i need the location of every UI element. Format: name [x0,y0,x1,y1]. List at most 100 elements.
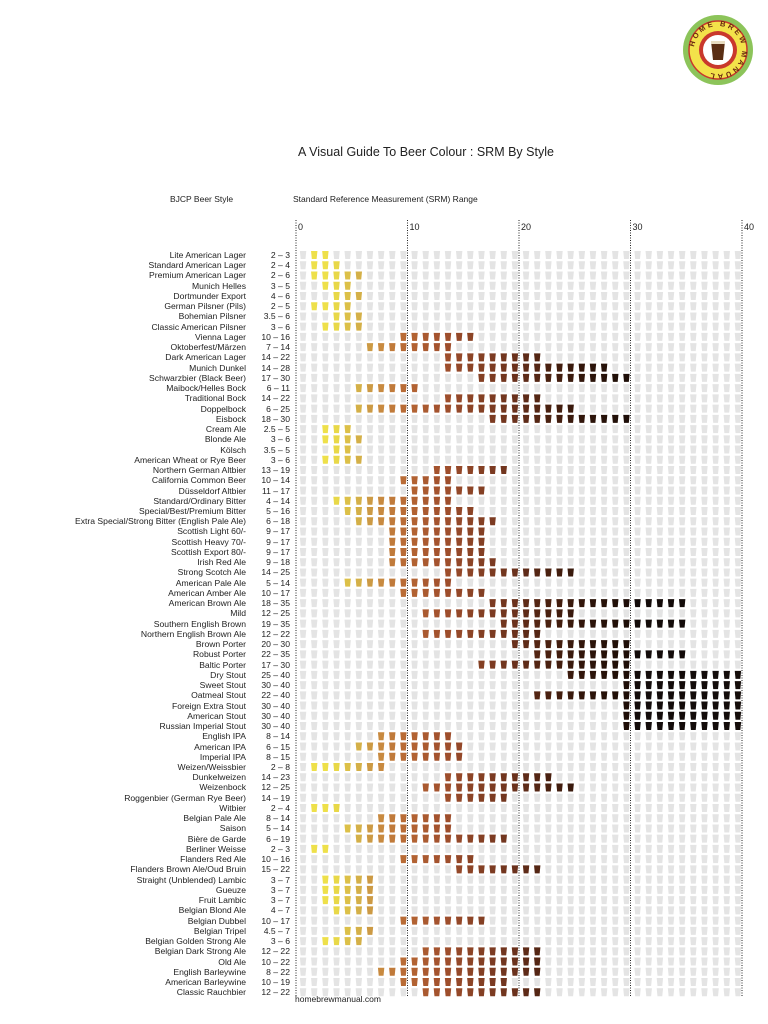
glass-empty [500,814,507,823]
glass-empty [678,363,686,372]
glass-srm-21 [522,373,530,382]
glass-empty [600,885,608,894]
glass-empty [701,844,708,853]
glass-empty [612,752,619,761]
glass-srm-3 [322,281,329,290]
glass-empty [734,568,742,577]
glass-srm-19 [500,609,507,618]
glass-srm-22 [534,650,541,659]
glass-empty [366,640,374,649]
glass-empty [299,814,307,823]
glass-srm-19 [500,629,507,638]
glass-empty [578,588,586,597]
glass-empty [690,476,697,485]
glass-empty [311,486,318,495]
glass-empty [344,599,351,608]
glass-empty [511,670,519,679]
glass-srm-14 [444,978,452,987]
glass-empty [444,414,452,423]
glass-empty [734,291,742,300]
glass-empty [723,957,730,966]
glass-empty [422,701,429,710]
glass-srm-12 [422,783,429,792]
glass-empty [712,855,719,864]
glass-empty [489,302,496,311]
glass-empty [545,251,552,259]
srm-range: 10 – 22 [261,956,290,967]
glass-empty [377,722,385,731]
glass-srm-12 [422,834,429,843]
glass-srm-10 [400,332,407,341]
glass-empty [545,384,552,393]
glass-empty [734,496,742,505]
glass-empty [467,824,474,833]
glass-empty [333,517,340,526]
glass-empty [690,824,697,833]
glass-empty [333,486,340,495]
glass-empty [322,926,329,935]
glass-empty [667,947,675,956]
glass-empty [667,261,675,270]
glass-srm-3 [322,763,329,771]
style-name: Vienna Lager [195,331,246,342]
glass-empty [656,906,664,915]
glass-empty [433,722,441,731]
style-name: Straight (Unblended) Lambic [136,874,246,885]
glass-empty [400,302,407,311]
glass-srm-22 [534,568,541,577]
glass-srm-15 [455,547,463,556]
glass-srm-33 [656,711,664,720]
glass-empty [322,363,329,372]
glass-empty [645,568,652,577]
glass-srm-9 [389,527,396,536]
glass-empty [600,906,608,915]
glass-empty [623,588,630,597]
glass-empty [701,353,708,362]
glass-empty [678,783,686,792]
glass-empty [634,803,641,812]
glass-srm-9 [389,742,396,751]
glass-empty [634,568,641,577]
glass-empty [678,394,686,403]
glass-empty [522,435,530,444]
glass-srm-4 [333,281,340,290]
glass-empty [634,875,641,884]
glass-empty [444,650,452,659]
glass-empty [355,640,363,649]
glass-empty [411,568,418,577]
glass-srm-30 [623,711,630,720]
glass-srm-21 [522,353,530,362]
glass-empty [734,937,742,946]
glass-empty [690,957,697,966]
glass-empty [489,343,496,352]
glass-srm-7 [366,742,374,751]
glass-empty [333,957,340,966]
glass-empty [534,803,541,812]
glass-empty [678,517,686,526]
glass-empty [467,650,474,659]
glass-empty [645,578,652,587]
glass-empty [400,763,407,771]
glass-srm-24 [556,373,563,382]
glass-empty [623,302,630,311]
glass-srm-17 [478,947,485,956]
glass-srm-5 [344,455,351,464]
glass-empty [545,394,552,403]
glass-empty [589,496,597,505]
glass-srm-15 [455,988,463,997]
glass-empty [667,363,675,372]
glass-srm-23 [545,640,552,649]
glass-empty [589,988,597,997]
glass-srm-14 [444,343,452,352]
glass-empty [567,302,574,311]
glass-empty [333,404,340,413]
glass-empty [478,906,485,915]
glass-empty [678,834,686,843]
glass-srm-17 [478,353,485,362]
glass-srm-4 [333,875,340,884]
style-name: Scottish Heavy 70/- [171,536,246,547]
glass-empty [723,558,730,567]
glass-empty [556,343,563,352]
glass-empty [567,261,574,270]
glass-empty [389,466,396,475]
